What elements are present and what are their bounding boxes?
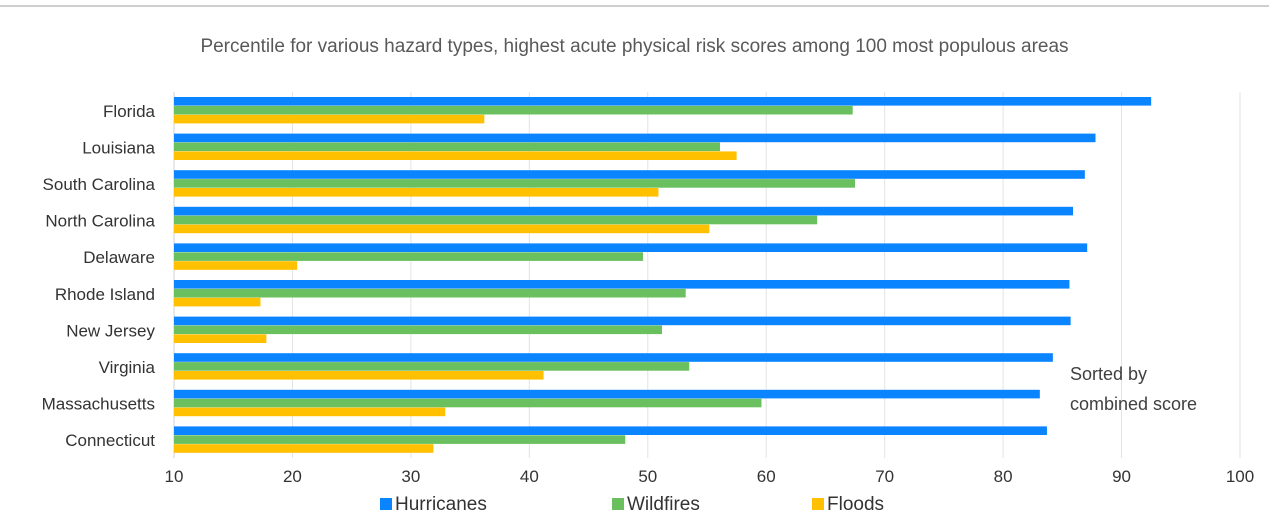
x-tick-label: 90	[1112, 467, 1131, 486]
category-label: Massachusetts	[42, 395, 155, 414]
category-label: North Carolina	[45, 212, 155, 231]
x-tick-label: 50	[638, 467, 657, 486]
bar-wildfires	[174, 288, 686, 298]
bar-wildfires	[174, 105, 853, 115]
category-labels: Florida Louisiana South Carolina North Caro…	[42, 102, 156, 450]
bar-wildfires	[174, 362, 690, 371]
legend-label-hurricanes: Hurricanes	[395, 494, 487, 515]
bar-hurricanes	[174, 133, 1096, 143]
category-label: New Jersey	[66, 321, 155, 340]
bar-floods	[174, 261, 298, 270]
legend-label-wildfires: Wildfires	[627, 494, 700, 515]
bar-hurricanes	[174, 243, 1088, 252]
x-tick-label: 20	[283, 467, 302, 486]
legend: Hurricanes Wildfires Floods	[380, 494, 884, 515]
x-tick-label: 80	[994, 467, 1013, 486]
bar-hurricanes	[174, 389, 1040, 399]
bar-floods	[174, 371, 544, 380]
x-tick-label: 30	[401, 467, 420, 486]
category-label: Delaware	[83, 248, 155, 267]
category-label: Rhode Island	[55, 285, 155, 304]
bar-wildfires	[174, 325, 662, 335]
bar-wildfires	[174, 215, 818, 225]
bar-floods	[174, 188, 659, 197]
category-label: Virginia	[99, 358, 156, 377]
legend-swatch-floods	[812, 498, 824, 510]
x-tick-label: 100	[1226, 467, 1254, 486]
note-line: combined score	[1070, 394, 1197, 414]
bar-floods	[174, 407, 446, 417]
bar-wildfires	[174, 398, 762, 408]
bar-floods	[174, 444, 434, 453]
bar-floods	[174, 114, 485, 124]
bar-floods	[174, 151, 737, 160]
chart-title: Percentile for various hazard types, hig…	[200, 36, 1069, 57]
bar-hurricanes	[174, 353, 1053, 362]
top-divider	[0, 5, 1269, 7]
bar-hurricanes	[174, 316, 1071, 326]
bar-hurricanes	[174, 206, 1073, 216]
bar-wildfires	[174, 252, 644, 261]
bar-hurricanes	[174, 170, 1085, 179]
bar-hurricanes	[174, 426, 1047, 435]
bar-wildfires	[174, 179, 856, 188]
x-tick-label: 60	[757, 467, 776, 486]
bar-hurricanes	[174, 97, 1152, 106]
bar-hurricanes	[174, 280, 1070, 289]
legend-label-floods: Floods	[827, 494, 884, 515]
bar-floods	[174, 334, 267, 343]
x-tick-label: 10	[165, 467, 184, 486]
note-line: Sorted by	[1070, 364, 1147, 384]
x-tick-label: 70	[875, 467, 894, 486]
bar-wildfires	[174, 435, 626, 444]
category-label: Florida	[103, 102, 156, 121]
legend-swatch-hurricanes	[380, 498, 392, 510]
x-tick-labels: 10 20 30 40 50 60 70 80 90 100	[165, 467, 1255, 486]
x-tick-label: 40	[520, 467, 539, 486]
bar-floods	[174, 297, 261, 307]
category-label: Louisiana	[82, 138, 155, 157]
bar-floods	[174, 224, 710, 234]
category-label: South Carolina	[43, 175, 156, 194]
bars	[174, 97, 1152, 453]
category-label: Connecticut	[65, 431, 155, 450]
sort-note: Sorted by combined score	[1070, 364, 1197, 414]
legend-swatch-wildfires	[612, 498, 624, 510]
bar-wildfires	[174, 142, 721, 152]
